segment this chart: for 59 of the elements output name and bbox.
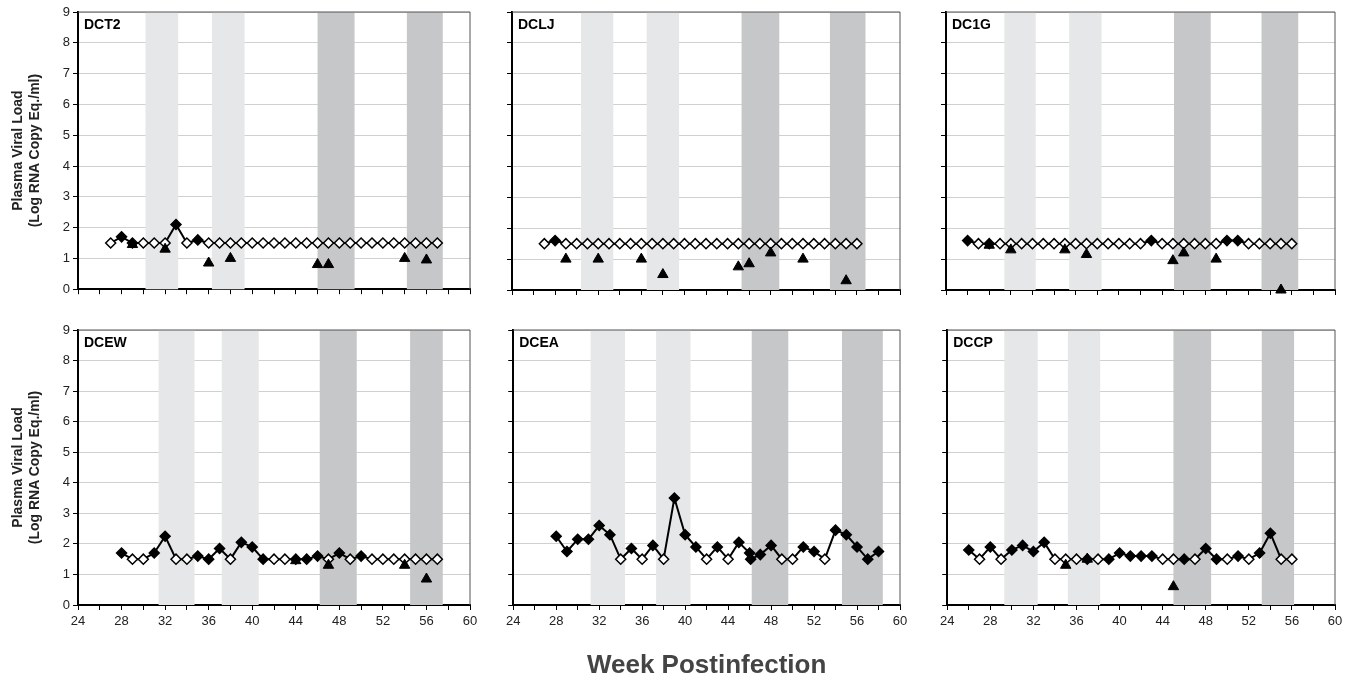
y-tick-label: 8 — [62, 352, 70, 368]
x-tick-label: 36 — [634, 613, 650, 629]
x-tick-label: 36 — [1069, 613, 1084, 629]
x-tick-label: 24 — [506, 613, 521, 629]
y-tick-label: 7 — [62, 65, 70, 81]
x-tick-label: 48 — [1198, 613, 1213, 629]
x-tick-label: 28 — [114, 613, 129, 629]
chart-title: DC1G — [952, 15, 992, 32]
x-tick-label: 28 — [548, 613, 564, 629]
y-tick-label: 6 — [62, 95, 70, 111]
x-tick-label: 24 — [70, 613, 86, 629]
y-tick-label: 5 — [62, 126, 70, 142]
x-axis-title: Week Postinfection — [586, 648, 827, 676]
y-tick-label: 0 — [62, 280, 70, 296]
y-tick-label: 6 — [62, 413, 70, 429]
y-tick-label: 4 — [62, 157, 70, 173]
x-tick-label: 40 — [244, 613, 260, 629]
y-tick-label: 4 — [62, 474, 70, 490]
y-tick-label: 0 — [62, 596, 70, 612]
y-tick-label: 9 — [62, 321, 70, 337]
chart-title: DCCP — [953, 333, 993, 350]
x-tick-label: 56 — [849, 613, 865, 629]
x-tick-label: 40 — [677, 613, 693, 629]
x-tick-label: 44 — [288, 613, 304, 629]
x-tick-label: 56 — [419, 613, 434, 629]
y-tick-label: 2 — [62, 219, 70, 235]
y-tick-label: 5 — [62, 443, 70, 459]
x-tick-label: 28 — [983, 613, 998, 629]
x-tick-label: 52 — [375, 613, 391, 629]
x-tick-label: 32 — [157, 613, 173, 629]
chart-title: DCLJ — [518, 15, 555, 32]
y-tick-label: 9 — [62, 3, 70, 19]
y-tick-label: 8 — [62, 34, 70, 50]
x-tick-label: 40 — [1112, 613, 1127, 629]
chart-title: DCEA — [519, 333, 559, 350]
x-tick-label: 60 — [1327, 613, 1343, 629]
y-axis-title: Plasma Viral Load (Log RNA Copy Eq./ml) — [9, 73, 43, 228]
x-tick-label: 60 — [892, 613, 908, 629]
y-tick-label: 3 — [62, 188, 70, 204]
x-tick-label: 44 — [720, 613, 736, 629]
x-tick-label: 48 — [763, 613, 779, 629]
x-tick-label: 52 — [1241, 613, 1257, 629]
y-tick-label: 3 — [62, 504, 70, 520]
x-tick-label: 44 — [1155, 613, 1170, 629]
x-tick-label: 24 — [940, 613, 955, 629]
x-tick-label: 60 — [462, 613, 478, 629]
y-tick-label: 2 — [62, 535, 70, 551]
chart-title: DCT2 — [84, 15, 121, 32]
y-tick-label: 1 — [62, 566, 70, 582]
x-tick-label: 52 — [806, 613, 822, 629]
y-tick-label: 7 — [62, 382, 70, 398]
x-tick-label: 56 — [1284, 613, 1300, 629]
x-tick-label: 32 — [591, 613, 607, 629]
x-tick-label: 48 — [332, 613, 347, 629]
x-tick-label: 36 — [201, 613, 216, 629]
chart-title: DCEW — [84, 333, 128, 350]
y-axis-title: Plasma Viral Load (Log RNA Copy Eq./ml) — [9, 390, 43, 545]
y-tick-label: 1 — [62, 249, 70, 265]
x-tick-label: 32 — [1026, 613, 1041, 629]
